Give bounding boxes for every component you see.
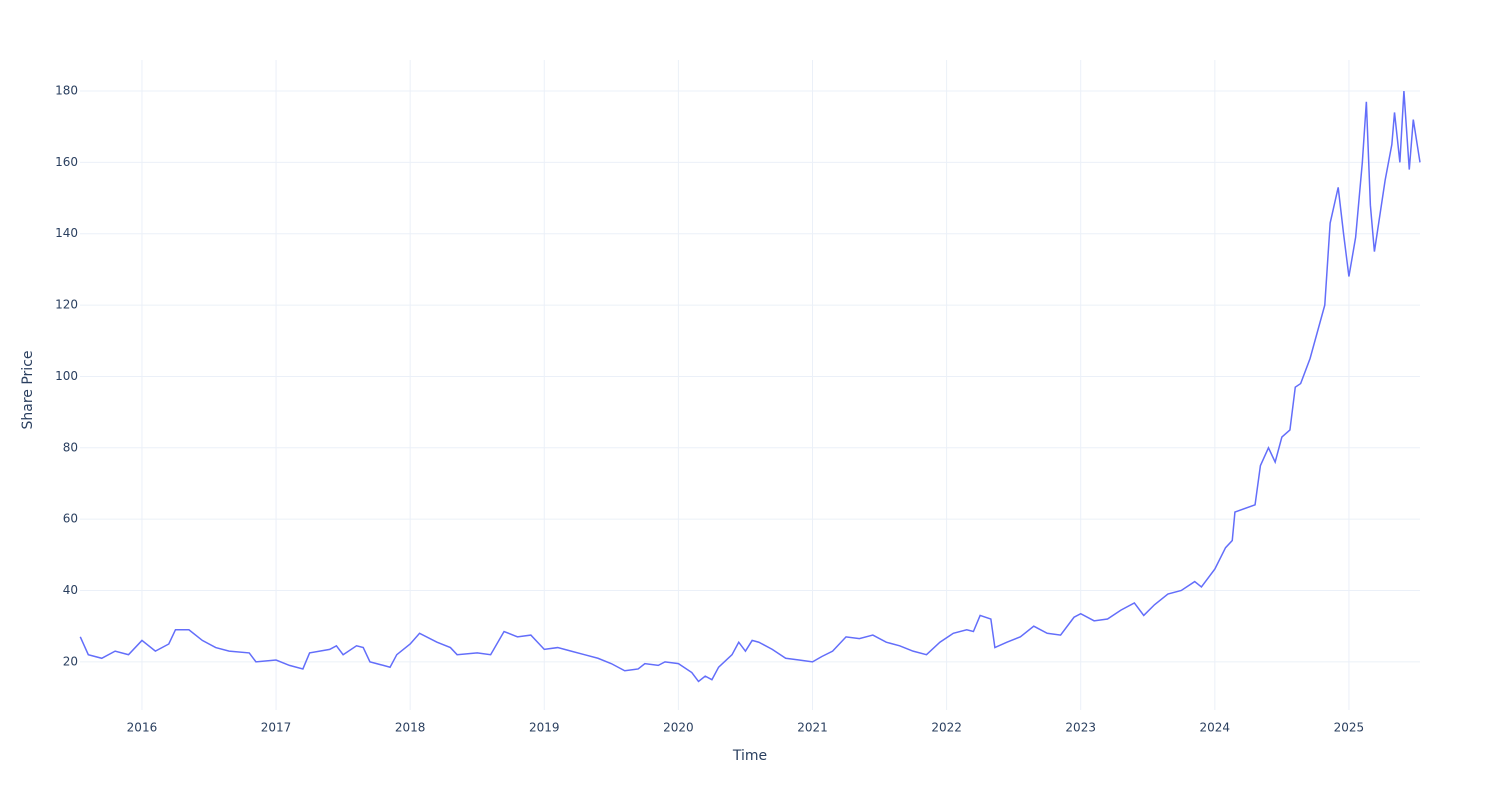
x-tick-label: 2021 [797, 721, 828, 735]
x-tick-label: 2023 [1065, 721, 1096, 735]
y-axis-title: Share Price [20, 350, 36, 429]
x-tick-label: 2024 [1200, 721, 1231, 735]
x-tick-label: 2019 [529, 721, 560, 735]
y-tick-label: 100 [55, 369, 78, 383]
y-tick-label: 120 [55, 298, 78, 312]
y-tick-label: 160 [55, 155, 78, 169]
x-tick-label: 2016 [127, 721, 158, 735]
x-tick-label: 2018 [395, 721, 426, 735]
price-line [79, 90, 1421, 683]
y-tick-label: 80 [63, 440, 78, 454]
y-tick-label: 180 [55, 84, 78, 98]
y-tick-label: 140 [55, 226, 78, 240]
x-tick-label: 2017 [261, 721, 292, 735]
y-tick-label: 20 [63, 654, 78, 668]
y-tick-label: 40 [63, 583, 78, 597]
x-tick-label: 2022 [931, 721, 962, 735]
x-axis-title: Time [732, 748, 767, 764]
x-tick-label: 2025 [1334, 721, 1365, 735]
x-tick-label: 2020 [663, 721, 694, 735]
y-tick-label: 60 [63, 512, 78, 526]
